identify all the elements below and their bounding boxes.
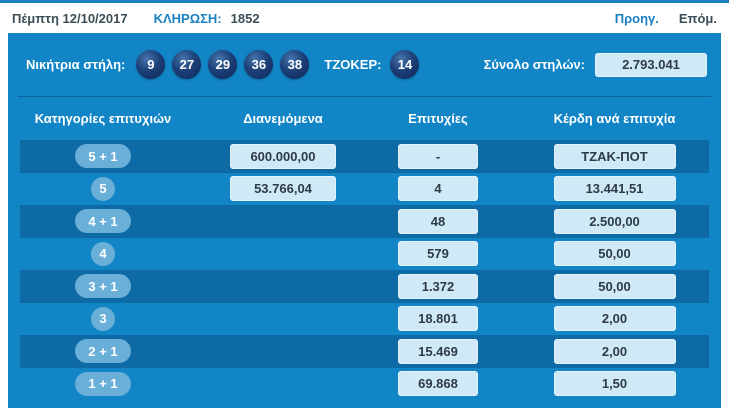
winners-count: 18.801 [398,306,478,332]
table-row: 5 + 1 600.000,00 - ΤΖΑΚ-ΠΟΤ [8,140,721,173]
top-border-line [0,0,729,3]
previous-draw-link[interactable]: Προηγ. [614,10,659,26]
prize-per-winner: 2.500,00 [553,208,676,234]
prize-per-winner: 1,50 [553,371,676,397]
winners-count: 69.868 [398,371,478,397]
table-row: 3 + 1 1.372 50,00 [8,270,721,303]
draw-label: ΚΛΗΡΩΣΗ: [153,10,222,26]
lottery-ball: 9 [136,50,166,79]
prize-per-winner: 2,00 [553,338,676,364]
winners-count: 1.372 [398,273,478,299]
distributed-amount: 600.000,00 [230,143,336,169]
results-table: 5 + 1 600.000,00 - ΤΖΑΚ-ΠΟΤ 5 53.766,04 4 13.44… [8,140,721,400]
prize-per-winner: 50,00 [553,273,676,299]
prize-per-winner: 50,00 [553,241,676,267]
lottery-ball: 29 [208,50,238,79]
total-columns-label: Σύνολο στηλών: [483,57,585,72]
table-row: 2 + 1 15.469 2,00 [8,335,721,368]
prize-per-winner: 13.441,51 [553,176,676,202]
column-header: Κατηγορίες επιτυχιών [34,111,172,126]
table-row: 5 53.766,04 4 13.441,51 [8,173,721,206]
total-columns-value: 2.793.041 [595,52,707,77]
column-header: Διανεμόμενα [243,111,323,126]
category-pill: 3 [91,306,115,331]
winning-numbers-row: Νικήτρια στήλη: 9 27 29 36 38 ΤΖΟΚΕΡ: 14 Σύν… [8,33,721,96]
table-row: 3 18.801 2,00 [8,303,721,336]
distributed-amount: 53.766,04 [230,176,336,202]
category-pill: 1 + 1 [75,371,131,396]
lottery-ball: 36 [244,50,274,79]
prize-per-winner: ΤΖΑΚ-ΠΟΤ [553,143,676,169]
winning-numbers: 9 27 29 36 38 [136,50,310,79]
winners-count: 579 [398,241,478,267]
category-pill: 5 + 1 [75,144,131,169]
table-header-row: Κατηγορίες επιτυχιών Διανεμόμενα Επιτυχίες… [8,97,721,140]
prize-per-winner: 2,00 [553,306,676,332]
draw-number: 1852 [230,10,260,26]
category-pill: 2 + 1 [75,339,131,364]
lottery-ball: 27 [172,50,202,79]
next-draw-link[interactable]: Επόμ. [678,10,717,26]
category-pill: 5 [91,176,115,201]
header-bar: Πέμπτη 12/10/2017 ΚΛΗΡΩΣΗ: 1852 Προηγ. Ε… [0,3,729,33]
category-pill: 3 + 1 [75,274,131,299]
joker-ball: 14 [390,50,420,79]
draw-date: Πέμπτη 12/10/2017 [12,10,128,26]
winning-column-label: Νικήτρια στήλη: [26,57,126,72]
divider-line [18,96,711,97]
column-header: Κέρδη ανά επιτυχία [553,111,676,126]
winners-count: 4 [398,176,478,202]
joker-label: ΤΖΟΚΕΡ: [324,57,382,72]
table-row: 1 + 1 69.868 1,50 [8,368,721,401]
column-header: Επιτυχίες [408,111,468,126]
winners-count: - [398,143,478,169]
winners-count: 15.469 [398,338,478,364]
category-pill: 4 [91,241,115,266]
table-row: 4 579 50,00 [8,238,721,271]
category-pill: 4 + 1 [75,209,131,234]
winners-count: 48 [398,208,478,234]
table-row: 4 + 1 48 2.500,00 [8,205,721,238]
lottery-ball: 38 [280,50,310,79]
results-panel: Νικήτρια στήλη: 9 27 29 36 38 ΤΖΟΚΕΡ: 14 Σύν… [8,33,721,408]
